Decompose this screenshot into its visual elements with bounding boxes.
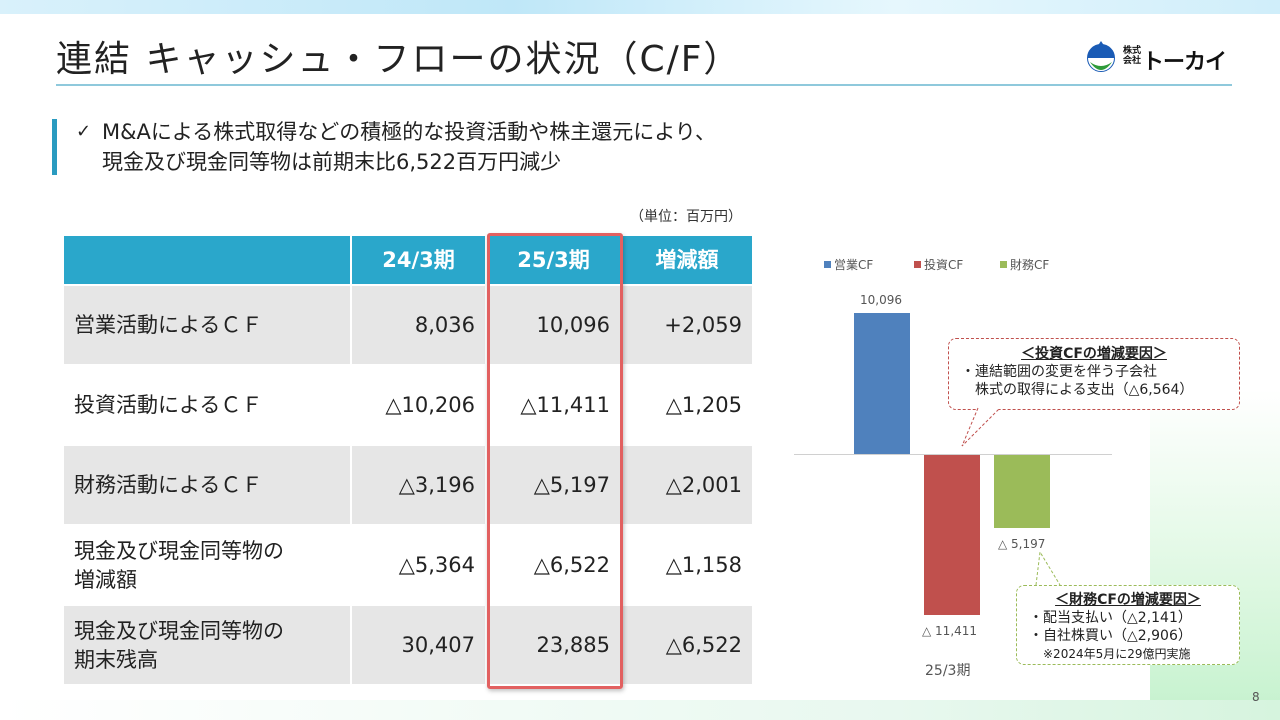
legend-item: 投資CF: [914, 256, 963, 273]
legend-label: 営業CF: [834, 258, 874, 272]
row-label: 営業活動によるＣＦ: [64, 286, 350, 364]
investing-cf-note: ＜投資CFの増減要因＞ ・連結範囲の変更を伴う子会社 株式の取得による支出（△6…: [948, 338, 1240, 410]
page-number: 8: [1252, 690, 1260, 704]
investing-note-title: ＜投資CFの増減要因＞: [1021, 346, 1167, 362]
bar-1: [854, 312, 910, 454]
legend-item: 営業CF: [824, 256, 873, 273]
lead-line-2: 現金及び現金同等物は前期末比6,522百万円減少: [102, 150, 562, 174]
row-label: 現金及び現金同等物の 増減額: [64, 526, 350, 604]
current-period-highlight: [487, 233, 623, 689]
data-label: △ 5,197: [998, 536, 1046, 551]
investing-note-pointer: [961, 407, 1001, 447]
cell-prev: △5,364: [352, 526, 485, 604]
logo-mark-icon: [1087, 41, 1115, 72]
cashflow-table: 24/3期 25/3期 増減額 営業活動によるＣＦ 8,036 10,096 +…: [64, 236, 752, 688]
row-label-line-1: 現金及び現金同等物の: [74, 539, 284, 563]
lead-accent-bar: [52, 119, 57, 175]
header-cell-change: 増減額: [622, 236, 752, 284]
lead-line-1: M&Aによる株式取得などの積極的な投資活動や株主還元により、: [102, 120, 716, 144]
bar-2: [924, 455, 980, 615]
cell-change: △6,522: [622, 606, 752, 684]
legend-label: 財務CF: [1010, 258, 1050, 272]
row-label: 現金及び現金同等物の 期末残高: [64, 606, 350, 684]
header-cell-blank: [64, 236, 350, 284]
financing-note-pointer: [1035, 550, 1061, 586]
header-cell-current: 25/3期: [487, 236, 620, 284]
chart-zero-axis: [794, 454, 1112, 455]
data-label: △ 11,411: [922, 623, 978, 638]
financing-cf-note: ＜財務CFの増減要因＞ ・配当支払い（△2,141） ・自社株買い（△2,906…: [1016, 585, 1240, 665]
cell-current: 23,885: [487, 606, 620, 684]
cell-prev: 30,407: [352, 606, 485, 684]
bar-3: [994, 455, 1050, 528]
cashflow-bar-chart: 25/3期 営業CF 10,096 投資CF △ 11,411 財務CF △ 5,197: [790, 250, 1150, 690]
row-label-line-2: 増減額: [74, 568, 137, 592]
legend-swatch: [914, 261, 921, 268]
cell-prev: △10,206: [352, 366, 485, 444]
page-title: 連結 キャッシュ・フローの状況（C/F）: [56, 39, 742, 80]
row-label-line-2: 期末残高: [74, 648, 158, 672]
financing-note-item: ※2024年5月に29億円実施: [1043, 647, 1191, 661]
investing-note-item: ・連結範囲の変更を伴う子会社: [961, 364, 1157, 380]
row-label: 投資活動によるＣＦ: [64, 366, 350, 444]
legend-swatch: [1000, 261, 1007, 268]
header-cell-prev: 24/3期: [352, 236, 485, 284]
cell-change: △1,205: [622, 366, 752, 444]
financing-note-item: ・自社株買い（△2,906）: [1029, 628, 1192, 644]
cell-current: △6,522: [487, 526, 620, 604]
company-logo: 株式会社 トーカイ: [1086, 38, 1227, 78]
financing-note-item: ・配当支払い（△2,141）: [1029, 610, 1192, 626]
bottom-decoration: [0, 700, 1280, 720]
row-label-line-1: 現金及び現金同等物の: [74, 619, 284, 643]
cell-current: △5,197: [487, 446, 620, 524]
cell-prev: 8,036: [352, 286, 485, 364]
chart-category-label: 25/3期: [925, 663, 971, 679]
cell-change: △2,001: [622, 446, 752, 524]
row-label: 財務活動によるＣＦ: [64, 446, 350, 524]
title-divider: [56, 84, 1232, 86]
cell-current: △11,411: [487, 366, 620, 444]
logo-name: トーカイ: [1142, 50, 1227, 75]
check-icon: ✓: [76, 121, 92, 142]
cell-change: △1,158: [622, 526, 752, 604]
financing-note-title: ＜財務CFの増減要因＞: [1055, 592, 1201, 608]
top-decoration: [0, 0, 1280, 14]
unit-label: （単位：百万円）: [630, 209, 742, 225]
cell-prev: △3,196: [352, 446, 485, 524]
data-label: 10,096: [860, 292, 902, 307]
cell-current: 10,096: [487, 286, 620, 364]
cell-change: +2,059: [622, 286, 752, 364]
corner-decoration: [1150, 390, 1280, 720]
logo-small-text: 株式会社: [1123, 46, 1142, 66]
legend-swatch: [824, 261, 831, 268]
legend-label: 投資CF: [924, 258, 964, 272]
legend-item: 財務CF: [1000, 256, 1049, 273]
investing-note-item: 株式の取得による支出（△6,564）: [975, 382, 1194, 398]
